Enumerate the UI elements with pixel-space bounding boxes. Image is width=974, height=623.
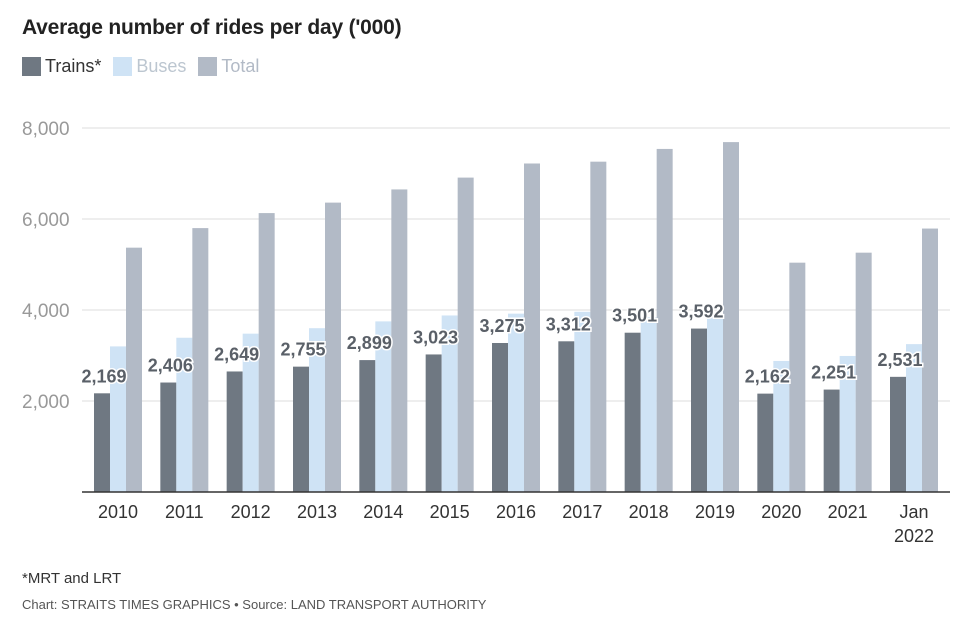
- legend-label-buses: Buses: [136, 56, 187, 76]
- bar-trains: [226, 371, 243, 492]
- bar-buses: [707, 315, 723, 492]
- bar-trains: [160, 382, 177, 492]
- bar-buses: [441, 315, 458, 492]
- bar-total: [391, 189, 408, 493]
- data-label: 3,312: [546, 314, 591, 334]
- data-label: 2,899: [347, 333, 392, 353]
- x-tick-label: 2011: [165, 502, 204, 522]
- legend-item-trains: Trains*: [22, 56, 101, 77]
- bar-buses: [375, 321, 392, 492]
- data-label: 3,501: [612, 306, 657, 326]
- bar-trains: [757, 393, 774, 492]
- bar-trains: [293, 366, 309, 492]
- legend-swatch-buses: [113, 57, 133, 76]
- x-tick-label: 2017: [562, 502, 602, 522]
- bar-buses: [242, 333, 259, 492]
- bar-total: [723, 142, 739, 493]
- bar-total: [325, 202, 341, 492]
- data-label: 2,649: [214, 344, 259, 364]
- x-tick-label: 2014: [363, 502, 403, 522]
- y-tick-label: 6,000: [22, 210, 70, 231]
- legend-item-buses: Buses: [113, 56, 186, 77]
- bar-buses: [309, 328, 325, 492]
- legend-swatch-total: [198, 57, 218, 76]
- data-label: 2,251: [811, 363, 856, 383]
- bar-total: [922, 228, 938, 492]
- legend-label-trains: Trains*: [45, 56, 102, 76]
- bar-trains: [691, 328, 707, 492]
- bar-total: [524, 163, 540, 493]
- x-tick-label: 2018: [629, 502, 669, 522]
- bar-trains: [359, 360, 376, 492]
- bar-total: [855, 252, 872, 492]
- x-tick-label: 2016: [496, 502, 536, 522]
- data-label: 2,162: [745, 367, 790, 387]
- bar-total: [656, 148, 673, 492]
- chart-title: Average number of rides per day ('000): [22, 16, 402, 39]
- data-label: 2,406: [148, 356, 193, 376]
- bar-total: [457, 177, 474, 492]
- data-label: 3,023: [413, 327, 458, 347]
- bar-buses: [773, 360, 790, 492]
- x-tick-label: 2010: [98, 502, 138, 522]
- x-tick-label: 2021: [828, 502, 868, 522]
- bar-total: [126, 247, 142, 492]
- bar-buses: [839, 355, 856, 492]
- legend-swatch-trains: [22, 57, 41, 76]
- y-tick-label: 8,000: [22, 119, 70, 140]
- bar-buses: [574, 311, 591, 492]
- bar-trains: [823, 389, 840, 492]
- source-credit: Chart: STRAITS TIMES GRAPHICS • Source: …: [22, 597, 487, 612]
- y-tick-label: 4,000: [22, 301, 70, 322]
- bar-buses: [110, 346, 126, 492]
- data-label: 2,169: [81, 366, 126, 386]
- legend: Trains* Buses Total: [22, 56, 271, 77]
- x-tick-label: Jan 2022: [894, 502, 934, 546]
- bar-total: [789, 262, 806, 492]
- x-tick-label: 2020: [761, 502, 801, 522]
- data-label: 2,755: [280, 340, 325, 360]
- x-tick-label: 2012: [231, 502, 271, 522]
- bar-trains: [890, 376, 906, 492]
- bar-buses: [640, 317, 657, 492]
- legend-item-total: Total: [198, 56, 259, 77]
- bar-trains: [624, 332, 641, 492]
- data-label: 3,275: [479, 316, 524, 336]
- bar-total: [258, 213, 275, 492]
- x-tick-label: 2013: [297, 502, 337, 522]
- data-label: 3,592: [678, 302, 723, 322]
- y-tick-label: 2,000: [22, 392, 70, 413]
- bar-buses: [508, 313, 524, 492]
- bar-trains: [94, 393, 110, 492]
- bar-total: [590, 161, 607, 493]
- bar-total: [192, 228, 209, 492]
- bar-trains: [558, 341, 575, 492]
- bar-trains: [425, 354, 442, 492]
- x-tick-label: 2015: [430, 502, 470, 522]
- bar-buses: [906, 344, 922, 492]
- footnote: *MRT and LRT: [22, 570, 122, 587]
- bar-trains: [492, 342, 508, 492]
- x-tick-label: 2019: [695, 502, 735, 522]
- bar-buses: [176, 337, 193, 492]
- data-label: 2,531: [877, 350, 922, 370]
- legend-label-total: Total: [221, 56, 260, 76]
